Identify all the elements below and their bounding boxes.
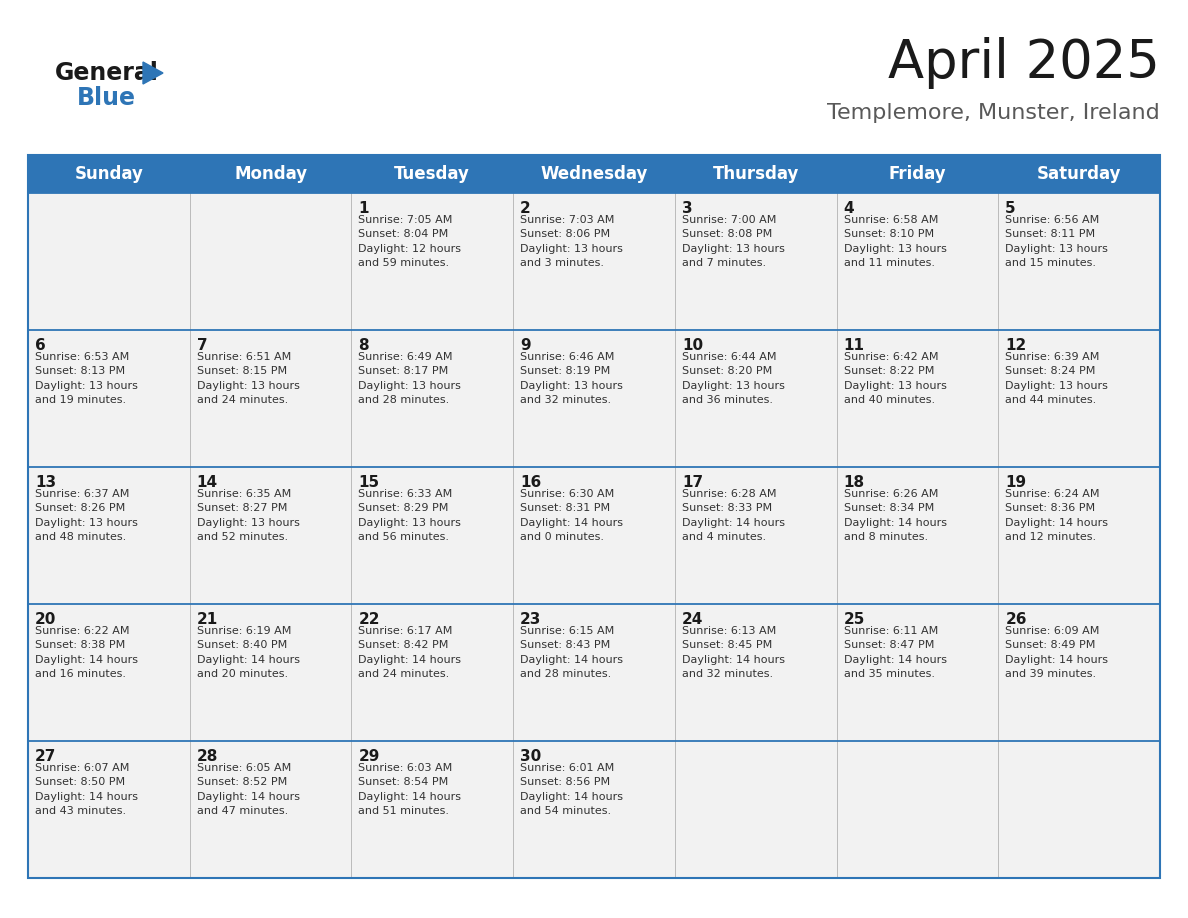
Bar — [29, 330, 1159, 467]
Text: Sunrise: 6:39 AM
Sunset: 8:24 PM
Daylight: 13 hours
and 44 minutes.: Sunrise: 6:39 AM Sunset: 8:24 PM Dayligh… — [1005, 352, 1108, 405]
Text: 14: 14 — [197, 475, 217, 490]
Text: 12: 12 — [1005, 338, 1026, 353]
Text: Sunrise: 6:11 AM
Sunset: 8:47 PM
Daylight: 14 hours
and 35 minutes.: Sunrise: 6:11 AM Sunset: 8:47 PM Dayligh… — [843, 626, 947, 679]
Text: 26: 26 — [1005, 612, 1026, 627]
Text: Sunrise: 6:15 AM
Sunset: 8:43 PM
Daylight: 14 hours
and 28 minutes.: Sunrise: 6:15 AM Sunset: 8:43 PM Dayligh… — [520, 626, 624, 679]
Text: 29: 29 — [359, 749, 380, 764]
Text: General: General — [55, 61, 159, 85]
Text: Sunrise: 7:00 AM
Sunset: 8:08 PM
Daylight: 13 hours
and 7 minutes.: Sunrise: 7:00 AM Sunset: 8:08 PM Dayligh… — [682, 215, 785, 268]
Text: 15: 15 — [359, 475, 379, 490]
Text: Sunrise: 7:03 AM
Sunset: 8:06 PM
Daylight: 13 hours
and 3 minutes.: Sunrise: 7:03 AM Sunset: 8:06 PM Dayligh… — [520, 215, 623, 268]
Bar — [29, 741, 1159, 878]
Text: 1: 1 — [359, 201, 369, 216]
Text: Sunrise: 6:37 AM
Sunset: 8:26 PM
Daylight: 13 hours
and 48 minutes.: Sunrise: 6:37 AM Sunset: 8:26 PM Dayligh… — [34, 489, 138, 543]
Text: 16: 16 — [520, 475, 542, 490]
Text: Sunrise: 6:56 AM
Sunset: 8:11 PM
Daylight: 13 hours
and 15 minutes.: Sunrise: 6:56 AM Sunset: 8:11 PM Dayligh… — [1005, 215, 1108, 268]
Text: Sunrise: 6:26 AM
Sunset: 8:34 PM
Daylight: 14 hours
and 8 minutes.: Sunrise: 6:26 AM Sunset: 8:34 PM Dayligh… — [843, 489, 947, 543]
Text: Sunrise: 6:49 AM
Sunset: 8:17 PM
Daylight: 13 hours
and 28 minutes.: Sunrise: 6:49 AM Sunset: 8:17 PM Dayligh… — [359, 352, 461, 405]
Text: Tuesday: Tuesday — [394, 165, 470, 183]
Text: Sunrise: 6:01 AM
Sunset: 8:56 PM
Daylight: 14 hours
and 54 minutes.: Sunrise: 6:01 AM Sunset: 8:56 PM Dayligh… — [520, 763, 624, 816]
Text: Sunrise: 6:09 AM
Sunset: 8:49 PM
Daylight: 14 hours
and 39 minutes.: Sunrise: 6:09 AM Sunset: 8:49 PM Dayligh… — [1005, 626, 1108, 679]
Bar — [29, 604, 1159, 741]
Text: April 2025: April 2025 — [889, 37, 1159, 89]
Bar — [29, 193, 1159, 330]
Bar — [29, 467, 1159, 604]
Text: 17: 17 — [682, 475, 703, 490]
Text: Monday: Monday — [234, 165, 308, 183]
Text: Sunrise: 6:30 AM
Sunset: 8:31 PM
Daylight: 14 hours
and 0 minutes.: Sunrise: 6:30 AM Sunset: 8:31 PM Dayligh… — [520, 489, 624, 543]
Polygon shape — [143, 62, 163, 84]
Text: 7: 7 — [197, 338, 208, 353]
Text: 19: 19 — [1005, 475, 1026, 490]
Text: Sunrise: 6:22 AM
Sunset: 8:38 PM
Daylight: 14 hours
and 16 minutes.: Sunrise: 6:22 AM Sunset: 8:38 PM Dayligh… — [34, 626, 138, 679]
Text: 3: 3 — [682, 201, 693, 216]
Text: Sunrise: 6:46 AM
Sunset: 8:19 PM
Daylight: 13 hours
and 32 minutes.: Sunrise: 6:46 AM Sunset: 8:19 PM Dayligh… — [520, 352, 623, 405]
Text: Sunrise: 6:19 AM
Sunset: 8:40 PM
Daylight: 14 hours
and 20 minutes.: Sunrise: 6:19 AM Sunset: 8:40 PM Dayligh… — [197, 626, 299, 679]
Text: 25: 25 — [843, 612, 865, 627]
Text: Sunrise: 6:03 AM
Sunset: 8:54 PM
Daylight: 14 hours
and 51 minutes.: Sunrise: 6:03 AM Sunset: 8:54 PM Dayligh… — [359, 763, 461, 816]
Text: Blue: Blue — [77, 86, 135, 110]
Text: Sunrise: 7:05 AM
Sunset: 8:04 PM
Daylight: 12 hours
and 59 minutes.: Sunrise: 7:05 AM Sunset: 8:04 PM Dayligh… — [359, 215, 461, 268]
Text: Sunrise: 6:58 AM
Sunset: 8:10 PM
Daylight: 13 hours
and 11 minutes.: Sunrise: 6:58 AM Sunset: 8:10 PM Dayligh… — [843, 215, 947, 268]
Text: Sunrise: 6:44 AM
Sunset: 8:20 PM
Daylight: 13 hours
and 36 minutes.: Sunrise: 6:44 AM Sunset: 8:20 PM Dayligh… — [682, 352, 785, 405]
Text: Sunrise: 6:17 AM
Sunset: 8:42 PM
Daylight: 14 hours
and 24 minutes.: Sunrise: 6:17 AM Sunset: 8:42 PM Dayligh… — [359, 626, 461, 679]
Text: Sunrise: 6:05 AM
Sunset: 8:52 PM
Daylight: 14 hours
and 47 minutes.: Sunrise: 6:05 AM Sunset: 8:52 PM Dayligh… — [197, 763, 299, 816]
Text: 11: 11 — [843, 338, 865, 353]
Text: 20: 20 — [34, 612, 56, 627]
Text: 22: 22 — [359, 612, 380, 627]
Text: 2: 2 — [520, 201, 531, 216]
Text: 6: 6 — [34, 338, 46, 353]
Text: 23: 23 — [520, 612, 542, 627]
Text: Saturday: Saturday — [1037, 165, 1121, 183]
Text: 5: 5 — [1005, 201, 1016, 216]
Text: Sunrise: 6:24 AM
Sunset: 8:36 PM
Daylight: 14 hours
and 12 minutes.: Sunrise: 6:24 AM Sunset: 8:36 PM Dayligh… — [1005, 489, 1108, 543]
Text: 8: 8 — [359, 338, 369, 353]
Text: Sunrise: 6:51 AM
Sunset: 8:15 PM
Daylight: 13 hours
and 24 minutes.: Sunrise: 6:51 AM Sunset: 8:15 PM Dayligh… — [197, 352, 299, 405]
Text: Wednesday: Wednesday — [541, 165, 647, 183]
Text: Sunrise: 6:13 AM
Sunset: 8:45 PM
Daylight: 14 hours
and 32 minutes.: Sunrise: 6:13 AM Sunset: 8:45 PM Dayligh… — [682, 626, 785, 679]
Bar — [29, 155, 1159, 878]
Text: 13: 13 — [34, 475, 56, 490]
Text: 21: 21 — [197, 612, 217, 627]
Text: 10: 10 — [682, 338, 703, 353]
Text: Sunrise: 6:53 AM
Sunset: 8:13 PM
Daylight: 13 hours
and 19 minutes.: Sunrise: 6:53 AM Sunset: 8:13 PM Dayligh… — [34, 352, 138, 405]
Text: Sunrise: 6:28 AM
Sunset: 8:33 PM
Daylight: 14 hours
and 4 minutes.: Sunrise: 6:28 AM Sunset: 8:33 PM Dayligh… — [682, 489, 785, 543]
Text: 18: 18 — [843, 475, 865, 490]
Text: 9: 9 — [520, 338, 531, 353]
Text: 28: 28 — [197, 749, 219, 764]
Text: 30: 30 — [520, 749, 542, 764]
Bar — [29, 155, 1159, 193]
Text: Sunrise: 6:33 AM
Sunset: 8:29 PM
Daylight: 13 hours
and 56 minutes.: Sunrise: 6:33 AM Sunset: 8:29 PM Dayligh… — [359, 489, 461, 543]
Text: 4: 4 — [843, 201, 854, 216]
Text: Sunrise: 6:35 AM
Sunset: 8:27 PM
Daylight: 13 hours
and 52 minutes.: Sunrise: 6:35 AM Sunset: 8:27 PM Dayligh… — [197, 489, 299, 543]
Text: Sunrise: 6:07 AM
Sunset: 8:50 PM
Daylight: 14 hours
and 43 minutes.: Sunrise: 6:07 AM Sunset: 8:50 PM Dayligh… — [34, 763, 138, 816]
Text: 24: 24 — [682, 612, 703, 627]
Text: Thursday: Thursday — [713, 165, 798, 183]
Text: 27: 27 — [34, 749, 56, 764]
Text: Sunday: Sunday — [75, 165, 144, 183]
Text: Templemore, Munster, Ireland: Templemore, Munster, Ireland — [827, 103, 1159, 123]
Text: Sunrise: 6:42 AM
Sunset: 8:22 PM
Daylight: 13 hours
and 40 minutes.: Sunrise: 6:42 AM Sunset: 8:22 PM Dayligh… — [843, 352, 947, 405]
Text: Friday: Friday — [889, 165, 946, 183]
